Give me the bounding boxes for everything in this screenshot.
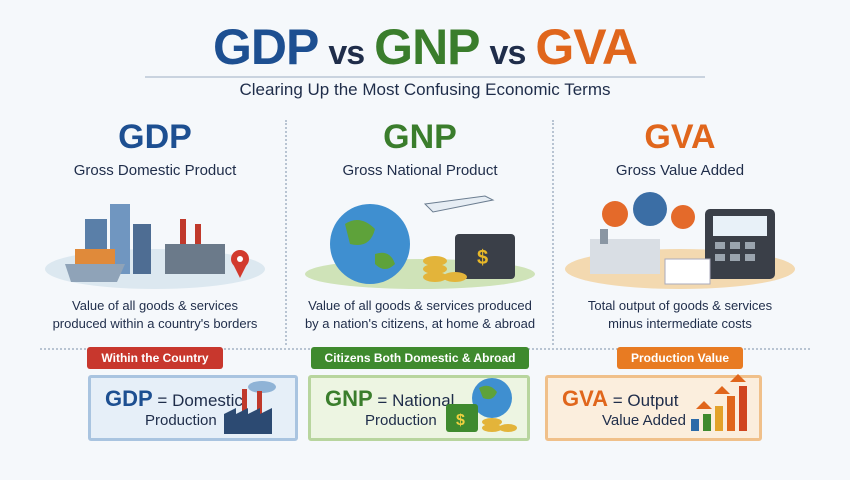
globe-travel-illustration: $ bbox=[305, 195, 535, 289]
globe-icon bbox=[330, 204, 410, 284]
gears-icon bbox=[602, 192, 695, 229]
factory-icon bbox=[224, 381, 276, 434]
title-gva: GVA bbox=[535, 19, 638, 75]
city-icon bbox=[45, 204, 265, 289]
gva-full-name: Gross Value Added bbox=[615, 162, 745, 179]
gdp-heading: GDP bbox=[118, 118, 192, 156]
gnp-description: Value of all goods & services produced by… bbox=[304, 298, 536, 331]
gdp-column: GDP Gross Domestic Product Value of all … bbox=[25, 118, 285, 369]
document-icon bbox=[664, 258, 711, 285]
gva-summary-box: GVA = Output Value Added bbox=[545, 374, 762, 441]
title-vs: vs bbox=[489, 34, 527, 72]
subtitle: Clearing Up the Most Confusing Economic … bbox=[239, 80, 611, 99]
main-title: GDP vs GNP vs GVA bbox=[0, 18, 850, 76]
column-divider bbox=[552, 120, 554, 345]
gva-description: Total output of goods & services minus in… bbox=[587, 298, 773, 331]
title-gdp: GDP bbox=[212, 19, 319, 75]
gdp-full-name: Gross Domestic Product bbox=[73, 162, 237, 179]
airplane-icon bbox=[423, 195, 495, 213]
gva-heading: GVA bbox=[644, 118, 716, 156]
gnp-heading: GNP bbox=[383, 118, 457, 156]
factory-icon bbox=[165, 219, 225, 274]
gnp-column: GNP Gross National Product $ Value of al… bbox=[290, 118, 550, 369]
shopping-cart-icon bbox=[65, 264, 125, 282]
gdp-badge: Within the Country bbox=[87, 347, 223, 369]
column-divider bbox=[285, 120, 287, 345]
globe-money-icon: $ bbox=[446, 378, 517, 432]
gdp-description: Value of all goods & services produced wi… bbox=[52, 298, 258, 331]
suitcase-icon bbox=[455, 234, 515, 279]
svg-text:$: $ bbox=[477, 247, 488, 269]
production-illustration bbox=[565, 192, 795, 289]
svg-text:$: $ bbox=[456, 412, 465, 429]
gva-column: GVA Gross Value Added Total output of go… bbox=[550, 118, 810, 369]
title-vs: vs bbox=[328, 34, 365, 72]
coins-icon bbox=[423, 256, 467, 282]
gva-badge: Production Value bbox=[616, 347, 743, 369]
growth-chart-icon bbox=[691, 374, 747, 431]
gnp-badge: Citizens Both Domestic & Abroad bbox=[310, 347, 530, 369]
gnp-summary-box: GNP = National Production $ bbox=[308, 375, 530, 441]
gdp-summary-box: GDP = Domestic Production bbox=[88, 375, 298, 441]
title-gnp: GNP bbox=[374, 19, 480, 75]
gnp-full-name: Gross National Product bbox=[342, 162, 498, 179]
title-divider bbox=[145, 76, 705, 78]
factory-icon bbox=[590, 239, 660, 274]
